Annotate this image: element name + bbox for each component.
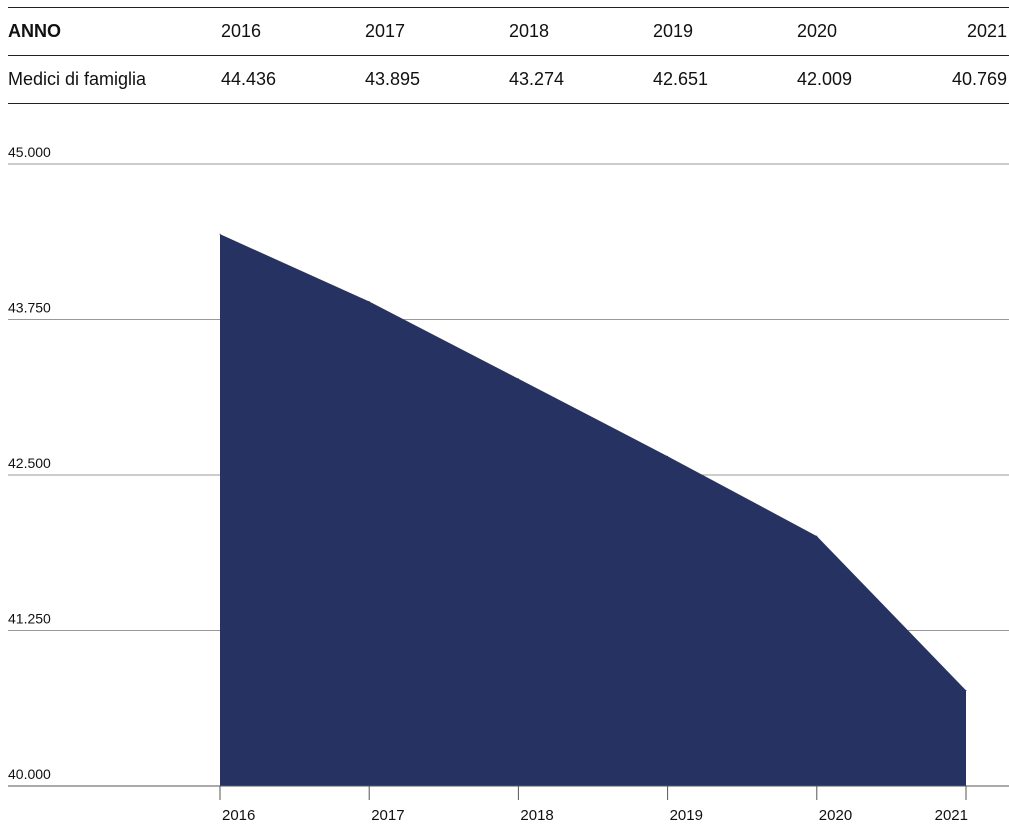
data-point <box>517 378 519 380</box>
data-point <box>368 300 370 302</box>
x-tick-label: 2017 <box>371 807 404 824</box>
data-point <box>219 233 221 235</box>
data-table: ANNO 2016 2017 2018 2019 2020 2021 Medic… <box>8 7 1009 104</box>
data-point <box>816 535 818 537</box>
area-series <box>219 233 967 786</box>
x-tick-label: 2019 <box>670 807 703 824</box>
y-tick-label: 45.000 <box>8 144 51 160</box>
table-year-cell: 2020 <box>797 7 941 56</box>
x-axis: 2016 2017 2018 2019 2020 2021 <box>8 785 1009 824</box>
table-row: Medici di famiglia 44.436 43.895 43.274 … <box>8 55 1009 104</box>
table-header-label: ANNO <box>8 7 221 56</box>
table-value-cell: 43.274 <box>509 55 653 104</box>
area-fill <box>220 234 966 786</box>
y-tick-label: 42.500 <box>8 455 51 471</box>
x-tick-label: 2018 <box>520 807 553 824</box>
table-value-cell: 44.436 <box>221 55 365 104</box>
table-year-cell: 2019 <box>653 7 797 56</box>
data-point <box>965 689 967 691</box>
table-year-cell: 2021 <box>941 7 1009 56</box>
table-header-row: ANNO 2016 2017 2018 2019 2020 2021 <box>8 7 1009 56</box>
table-year-cell: 2016 <box>221 7 365 56</box>
table-row-label: Medici di famiglia <box>8 55 221 104</box>
table-value-cell: 43.895 <box>365 55 509 104</box>
y-tick-label: 43.750 <box>8 300 51 316</box>
table-value-cell: 42.651 <box>653 55 797 104</box>
x-tick-label: 2021 <box>935 807 968 824</box>
data-point <box>667 455 669 457</box>
x-tick-label: 2016 <box>222 807 255 824</box>
table-year-cell: 2017 <box>365 7 509 56</box>
y-tick-label: 41.250 <box>8 611 51 627</box>
table-value-cell: 42.009 <box>797 55 941 104</box>
table-value-cell: 40.769 <box>941 55 1009 104</box>
y-tick-label: 40.000 <box>8 766 51 782</box>
x-tick-label: 2020 <box>819 807 852 824</box>
table-year-cell: 2018 <box>509 7 653 56</box>
